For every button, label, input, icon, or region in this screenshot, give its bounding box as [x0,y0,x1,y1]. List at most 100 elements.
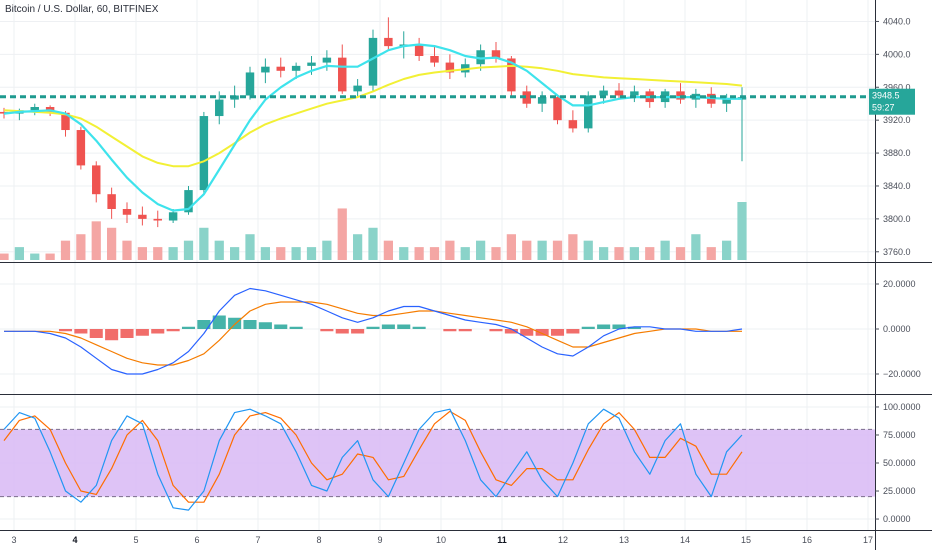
y-tick-label: 3880.0 [883,148,911,158]
volume-bar [76,234,86,260]
macd-histogram-bar [566,329,580,334]
macd-histogram-bar [243,320,257,329]
macd-histogram-bar [135,329,149,336]
volume-bar [399,247,409,260]
volume-bar [30,253,40,260]
volume-bar [691,234,701,260]
x-tick-label: 9 [377,535,382,545]
price-tag-value: 3948.5 [872,91,900,101]
x-tick-label: 10 [436,535,446,545]
volume-bar [675,247,686,260]
macd-line [4,287,743,375]
candle-body [430,56,439,63]
time-axis[interactable]: 3 4 5 6 7 8 9 10 11 12 13 14 15 16 17 [11,535,873,545]
x-tick-label: 15 [741,535,751,545]
candle-body [199,116,209,191]
macd-histogram-bar [550,329,565,336]
y-tick-label: 20.0000 [883,279,916,289]
macd-histogram-bar [74,329,88,334]
x-tick-label: 16 [802,535,812,545]
candle-body [568,120,578,129]
macd-histogram-bar [458,329,472,332]
volume-bar [353,234,363,260]
macd-histogram-bar [89,329,103,338]
macd-histogram-bar [381,324,395,329]
volume-bar [737,202,747,260]
chart-title: Bitcoin / U.S. Dollar, 60, BITFINEX [5,4,159,15]
candle-body [291,65,301,71]
candle-body [107,194,116,209]
volume-bar [476,240,486,260]
x-tick-label: 17 [863,535,873,545]
macd-histogram-bar [612,324,626,329]
volume-bar [183,240,194,260]
candle-body [30,107,39,111]
volume-bar [245,234,255,260]
candle-body [537,97,547,104]
volume-bar [568,234,578,260]
macd-histogram-bar [597,324,611,329]
candle-body [338,57,347,92]
volume-bar [552,240,563,260]
macd-histogram-bar [228,317,242,329]
candle-body [507,58,516,92]
price-tag-countdown: 59:27 [872,103,895,113]
candle-body [61,112,70,131]
candle-body [168,212,178,221]
candle-body [138,214,147,219]
candle-body [245,72,255,96]
candle-body [614,90,624,96]
volume-bar [629,247,639,260]
y-tick-label: 4000.0 [883,49,911,59]
volume-bar [91,221,101,260]
macd-histogram-bar [289,326,303,329]
volume-bar [337,208,347,260]
volume-bar [491,247,501,260]
macd-histogram-bar [535,329,549,336]
macd-histogram-bar [274,324,288,329]
volume-bar [0,253,9,260]
volume-bar [660,240,670,260]
macd-histogram-bar [197,320,211,329]
volume-bar [230,247,240,260]
x-tick-label: 5 [133,535,138,545]
y-tick-label: 4040.0 [883,16,911,26]
x-tick-label: 8 [316,535,321,545]
y-tick-label: 3800.0 [883,214,911,224]
candle-body [553,97,562,121]
macd-histogram-bar [58,329,73,332]
candle-body [445,62,455,73]
y-tick-label: −20.0000 [883,369,921,379]
candle-body [353,85,362,92]
ema-fast-line [3,43,742,212]
volume-bar [60,240,71,260]
macd-histogram-bar [351,329,365,334]
candle-body [276,66,285,71]
volume-bar [429,247,440,260]
volume-bar [107,227,117,260]
volume-bar [122,240,132,260]
macd-histogram-bar [120,329,134,338]
volume-bar [137,247,147,260]
macd-histogram-bar [520,329,534,336]
volume-bar [291,247,301,260]
macd-histogram-bar [412,326,426,329]
macd-histogram-bar [212,315,226,329]
candle-body [722,99,731,104]
volume-bar [14,247,24,260]
y-tick-label: 25.0000 [883,486,916,496]
candle-body [414,44,424,56]
ema-slow-line [3,64,743,168]
macd-histogram-bar [181,326,196,329]
stochastic-indicator [3,408,743,511]
x-tick-label: 11 [497,535,507,545]
overbought-oversold-band [0,429,875,497]
price-axis[interactable]: 4040.0 4000.0 3960.0 3920.0 3880.0 3840.0 3800… [875,16,921,524]
macd-histogram-bar [504,329,518,334]
volume-bar [214,240,224,260]
price-tag: 3948.5 59:27 [869,88,915,115]
volume-bar [199,227,209,260]
macd-histogram-bar [258,322,272,329]
candle-body [599,90,608,96]
